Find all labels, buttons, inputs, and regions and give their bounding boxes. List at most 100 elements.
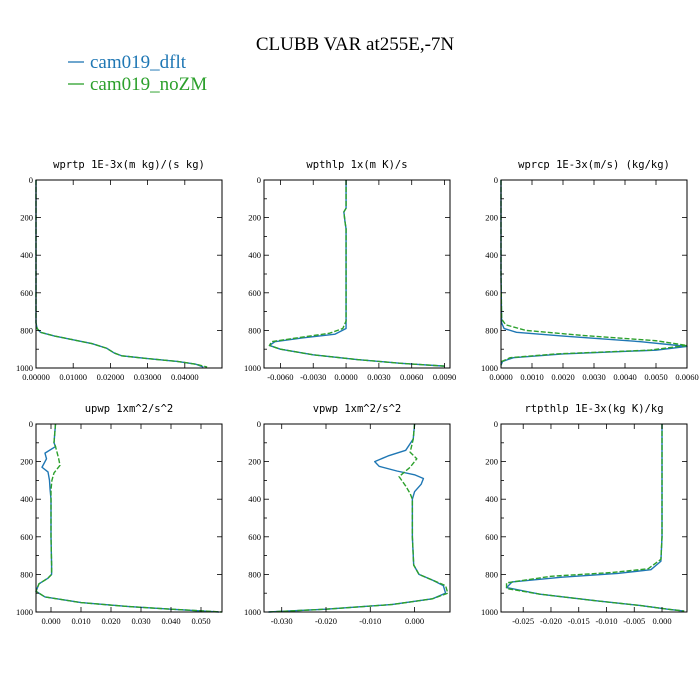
y-tick-label: 1000	[244, 607, 261, 617]
x-tick-label: 0.0010	[520, 372, 543, 382]
panel-4: upwp 1xm^2/s^2 0 200 400 600 800 1000 0.000 0.01…	[16, 403, 223, 626]
y-tick-label: 400	[485, 250, 498, 260]
x-tick-label: 0.000	[405, 616, 424, 626]
panel-grid: wprtp 1E-3x(m kg)/(s kg) 0 200 400 600 800 100…	[16, 159, 699, 626]
y-tick-label: 200	[248, 213, 261, 223]
x-tick-label: 0.0040	[613, 372, 636, 382]
y-tick-label: 0	[494, 175, 498, 185]
y-tick-label: 0	[257, 175, 261, 185]
y-tick-label: 400	[248, 250, 261, 260]
series-line-cam019-noZM	[500, 180, 688, 366]
y-tick-label: 600	[248, 288, 261, 298]
y-tick-label: 0	[29, 419, 33, 429]
x-tick-label: 0.02000	[97, 372, 125, 382]
x-tick-label: 0.010	[71, 616, 90, 626]
series-line-cam019-noZM	[35, 180, 208, 368]
series-line-cam019-dflt	[505, 424, 685, 612]
y-tick-label: 600	[485, 288, 498, 298]
x-tick-label: 0.0060	[675, 372, 698, 382]
plot-frame	[500, 423, 688, 613]
y-tick-label: 800	[485, 569, 498, 579]
figure-title: CLUBB VAR at255E,-7N	[256, 34, 455, 55]
y-tick-label: 1000	[16, 363, 33, 373]
x-tick-label: -0.015	[568, 616, 590, 626]
series-line-cam019-noZM	[268, 423, 449, 613]
legend: cam019_dflt cam019_noZM	[68, 52, 207, 95]
x-tick-label: 0.0000	[489, 372, 512, 382]
x-tick-label: 0.0020	[551, 372, 574, 382]
x-tick-label: 0.0090	[433, 372, 456, 382]
series-line-cam019-dflt	[35, 180, 204, 368]
x-tick-label: 0.03000	[134, 372, 162, 382]
x-tick-label: 0.04000	[171, 372, 199, 382]
x-tick-label: 0.050	[191, 616, 210, 626]
x-tick-label: 0.00000	[22, 372, 50, 382]
x-tick-label: 0.0030	[582, 372, 605, 382]
y-tick-label: 400	[485, 494, 498, 504]
y-tick-label: 600	[485, 532, 498, 542]
x-tick-label: -0.020	[315, 616, 337, 626]
y-tick-label: 600	[20, 532, 33, 542]
x-tick-label: 0.01000	[59, 372, 87, 382]
y-tick-label: 0	[29, 175, 33, 185]
series-line-cam019-noZM	[268, 180, 445, 367]
panel-title: wprcp 1E-3x(m/s) (kg/kg)	[518, 159, 670, 171]
y-tick-label: 200	[20, 457, 33, 467]
series-line-cam019-dflt	[35, 423, 220, 613]
x-tick-label: 0.040	[161, 616, 180, 626]
y-tick-label: 0	[257, 419, 261, 429]
y-tick-label: 1000	[481, 363, 498, 373]
x-tick-label: 0.020	[101, 616, 120, 626]
y-tick-label: 600	[248, 532, 261, 542]
y-tick-label: 200	[20, 213, 33, 223]
plot-frame	[35, 179, 223, 369]
panel-1: wprtp 1E-3x(m kg)/(s kg) 0 200 400 600 800 100…	[16, 159, 223, 382]
x-tick-label: 0.0000	[334, 372, 357, 382]
plot-frame	[500, 179, 688, 369]
y-tick-label: 0	[494, 419, 498, 429]
y-tick-label: 1000	[16, 607, 33, 617]
series-line-cam019-dflt	[268, 180, 445, 367]
y-tick-label: 800	[20, 325, 33, 335]
y-tick-label: 800	[20, 569, 33, 579]
y-tick-label: 1000	[481, 607, 498, 617]
y-tick-label: 400	[248, 494, 261, 504]
panel-3: wprcp 1E-3x(m/s) (kg/kg) 0 200 400 600 800 100…	[481, 159, 699, 382]
panel-title: vpwp 1xm^2/s^2	[313, 403, 402, 415]
series-line-cam019-dflt	[500, 180, 688, 366]
x-tick-label: -0.025	[512, 616, 534, 626]
x-tick-label: 0.030	[131, 616, 150, 626]
plot-frame	[35, 423, 223, 613]
x-tick-label: 0.000	[41, 616, 60, 626]
x-tick-label: -0.0030	[300, 372, 326, 382]
x-tick-label: 0.0030	[367, 372, 390, 382]
panel-title: upwp 1xm^2/s^2	[85, 403, 174, 415]
series-line-cam019-dflt	[268, 423, 447, 613]
x-tick-label: -0.020	[540, 616, 562, 626]
y-tick-label: 600	[20, 288, 33, 298]
x-tick-label: -0.005	[623, 616, 645, 626]
y-tick-label: 800	[248, 569, 261, 579]
x-tick-label: -0.0060	[267, 372, 293, 382]
x-tick-label: 0.0050	[644, 372, 667, 382]
panel-6: rtpthlp 1E-3x(kg K)/kg 0 200 400 600 800 1000 -…	[481, 403, 688, 626]
panel-5: vpwp 1xm^2/s^2 0 200 400 600 800 1000 -0.030 -0.…	[244, 403, 451, 626]
y-tick-label: 400	[20, 494, 33, 504]
legend-label-nozm: cam019_noZM	[90, 74, 207, 95]
y-tick-label: 800	[485, 325, 498, 335]
x-tick-label: -0.030	[271, 616, 293, 626]
series-line-cam019-noZM	[505, 424, 685, 612]
panel-title: rtpthlp 1E-3x(kg K)/kg	[524, 403, 663, 415]
legend-label-dflt: cam019_dflt	[90, 52, 187, 73]
y-tick-label: 200	[248, 457, 261, 467]
panel-2: wpthlp 1x(m K)/s 0 200 400 600 800 1000 -0.0060…	[244, 159, 456, 382]
x-tick-label: 0.000	[652, 616, 671, 626]
y-tick-label: 200	[485, 457, 498, 467]
x-tick-label: 0.0060	[400, 372, 423, 382]
y-tick-label: 800	[248, 325, 261, 335]
panel-title: wpthlp 1x(m K)/s	[306, 159, 407, 171]
y-tick-label: 1000	[244, 363, 261, 373]
x-tick-label: -0.010	[359, 616, 381, 626]
series-line-cam019-noZM	[35, 423, 223, 613]
